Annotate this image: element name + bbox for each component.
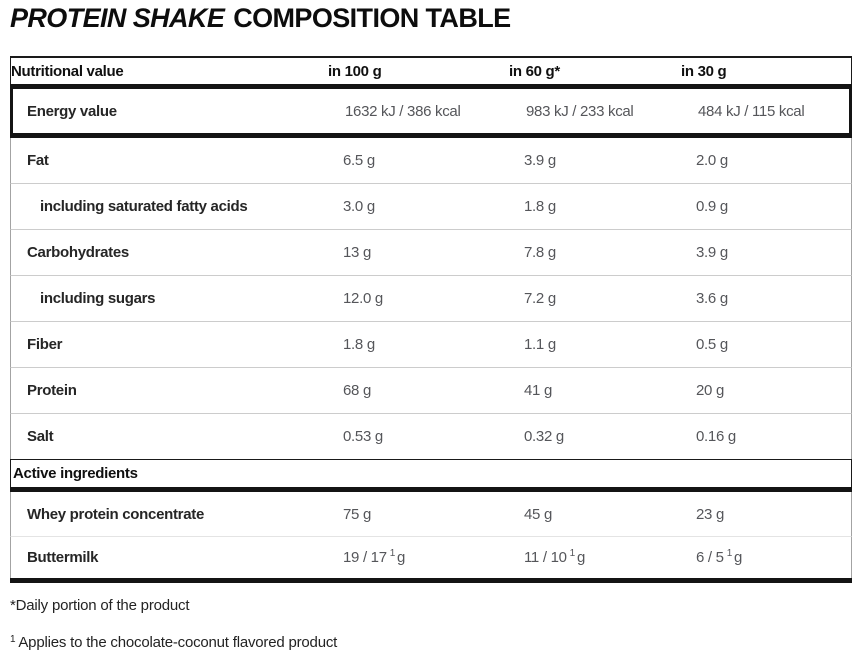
value-cell: 1.1 g	[524, 336, 556, 353]
section-header-active-ingredients: Active ingredients	[10, 459, 852, 487]
footnote-marker: 1	[389, 548, 396, 559]
value-cell: 0.32 g	[524, 428, 564, 445]
row-label: including saturated fatty acids	[40, 198, 248, 215]
footnote-text: Applies to the chocolate-coconut flavore…	[18, 634, 338, 651]
section-label: Active ingredients	[13, 465, 138, 482]
footnote-marker: 1	[726, 548, 733, 559]
value-cell: 983 kJ / 233 kcal	[526, 102, 634, 120]
heavy-rule	[10, 487, 852, 492]
row-label: including sugars	[40, 290, 156, 307]
heavy-rule	[10, 578, 852, 583]
value-unit: g	[397, 549, 406, 566]
value-unit: g	[733, 549, 742, 566]
value-cell: 0.5 g	[696, 336, 728, 353]
header-in-100g: in 100 g	[328, 62, 382, 80]
value-cell: 3.0 g	[343, 198, 375, 215]
value-cell: 75 g	[343, 505, 371, 523]
value-cell: 3.9 g	[524, 152, 556, 169]
value-cell: 20 g	[696, 382, 724, 399]
value-main: 11 / 10	[524, 549, 567, 566]
value-cell: 1.8 g	[524, 198, 556, 215]
row-label: Buttermilk	[27, 549, 99, 566]
value-cell: 7.2 g	[524, 290, 556, 307]
table-row-fiber: Fiber 1.8 g 1.1 g 0.5 g	[10, 322, 852, 368]
value-cell: 0.16 g	[696, 428, 736, 445]
table-row-fat: Fat 6.5 g 3.9 g 2.0 g	[10, 138, 852, 184]
value-cell: 0.9 g	[696, 198, 728, 215]
table-row-whey-protein-concentrate: Whey protein concentrate 75 g 45 g 23 g	[10, 492, 852, 537]
page-title: PROTEIN SHAKE COMPOSITION TABLE	[10, 3, 511, 34]
table-row-salt: Salt 0.53 g 0.32 g 0.16 g	[10, 414, 852, 459]
value-cell: 19 / 17 1 g	[328, 548, 509, 566]
header-nutritional-value: Nutritional value	[11, 62, 124, 80]
table-header-row: Nutritional value in 100 g in 60 g* in 3…	[10, 56, 852, 84]
footnote-marker: 1	[569, 548, 576, 559]
row-label: Fat	[27, 152, 49, 169]
table-row-energy: Energy value 1632 kJ / 386 kcal 983 kJ /…	[10, 89, 852, 133]
header-in-60g: in 60 g*	[509, 62, 560, 80]
value-cell: 1.8 g	[343, 336, 375, 353]
value-cell: 7.8 g	[524, 244, 556, 261]
value-main: 6 / 5	[696, 549, 724, 566]
value-unit: g	[576, 549, 585, 566]
footnote-chocolate-coconut: 1 Applies to the chocolate-coconut flavor…	[10, 634, 337, 651]
value-cell: 12.0 g	[343, 290, 383, 307]
value-cell: 23 g	[696, 505, 724, 523]
title-product-name: PROTEIN SHAKE	[10, 3, 225, 33]
value-main: 19 / 17	[343, 549, 387, 566]
composition-table: Nutritional value in 100 g in 60 g* in 3…	[10, 56, 852, 583]
row-label: Carbohydrates	[27, 244, 129, 261]
row-label: Salt	[27, 428, 54, 445]
value-cell: 484 kJ / 115 kcal	[698, 102, 805, 120]
value-cell: 3.6 g	[696, 290, 728, 307]
value-cell: 0.53 g	[343, 428, 383, 445]
table-row-protein: Protein 68 g 41 g 20 g	[10, 368, 852, 414]
value-cell: 13 g	[343, 244, 371, 261]
value-cell: 6.5 g	[343, 152, 375, 169]
row-label: Protein	[27, 382, 77, 399]
table-row-saturated-fatty-acids: including saturated fatty acids 3.0 g 1.…	[10, 184, 852, 230]
heavy-rule	[10, 84, 852, 89]
value-cell: 2.0 g	[696, 152, 728, 169]
value-cell: 45 g	[524, 505, 552, 523]
row-label: Fiber	[27, 336, 63, 353]
value-cell: 3.9 g	[696, 244, 728, 261]
heavy-rule	[10, 133, 852, 138]
footnote-daily-portion: *Daily portion of the product	[10, 597, 190, 614]
table-row-sugars: including sugars 12.0 g 7.2 g 3.6 g	[10, 276, 852, 322]
value-cell: 68 g	[343, 382, 371, 399]
value-cell: 41 g	[524, 382, 552, 399]
table-row-carbohydrates: Carbohydrates 13 g 7.8 g 3.9 g	[10, 230, 852, 276]
header-in-30g: in 30 g	[681, 62, 727, 80]
footnote-marker: 1	[10, 634, 16, 645]
row-label: Whey protein concentrate	[27, 505, 204, 523]
title-suffix: COMPOSITION TABLE	[233, 3, 511, 33]
row-label: Energy value	[27, 102, 117, 120]
value-cell: 11 / 10 1 g	[509, 548, 681, 566]
value-cell: 1632 kJ / 386 kcal	[345, 102, 461, 120]
